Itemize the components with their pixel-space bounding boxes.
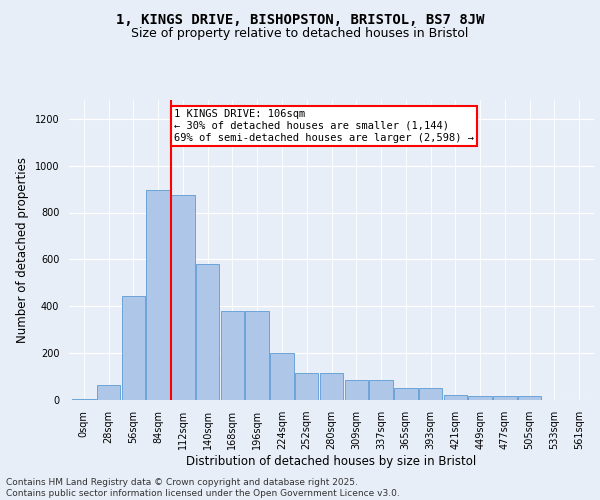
Bar xyxy=(518,396,541,400)
Y-axis label: Number of detached properties: Number of detached properties xyxy=(16,157,29,343)
Bar xyxy=(122,296,145,400)
Bar xyxy=(394,388,418,400)
Bar xyxy=(493,396,517,400)
Text: Contains HM Land Registry data © Crown copyright and database right 2025.
Contai: Contains HM Land Registry data © Crown c… xyxy=(6,478,400,498)
Bar xyxy=(245,311,269,400)
Text: Size of property relative to detached houses in Bristol: Size of property relative to detached ho… xyxy=(131,28,469,40)
Bar xyxy=(320,373,343,400)
Bar xyxy=(469,396,492,400)
Bar xyxy=(146,190,170,400)
Bar xyxy=(221,311,244,400)
Bar xyxy=(171,195,194,400)
Bar xyxy=(72,399,95,400)
Bar xyxy=(270,353,294,400)
Text: 1, KINGS DRIVE, BISHOPSTON, BRISTOL, BS7 8JW: 1, KINGS DRIVE, BISHOPSTON, BRISTOL, BS7… xyxy=(116,12,484,26)
Bar xyxy=(443,396,467,400)
Bar xyxy=(419,388,442,400)
Bar xyxy=(344,380,368,400)
Bar xyxy=(295,373,319,400)
X-axis label: Distribution of detached houses by size in Bristol: Distribution of detached houses by size … xyxy=(187,455,476,468)
Bar xyxy=(369,380,393,400)
Text: 1 KINGS DRIVE: 106sqm
← 30% of detached houses are smaller (1,144)
69% of semi-d: 1 KINGS DRIVE: 106sqm ← 30% of detached … xyxy=(174,110,474,142)
Bar xyxy=(196,264,220,400)
Bar xyxy=(97,385,121,400)
